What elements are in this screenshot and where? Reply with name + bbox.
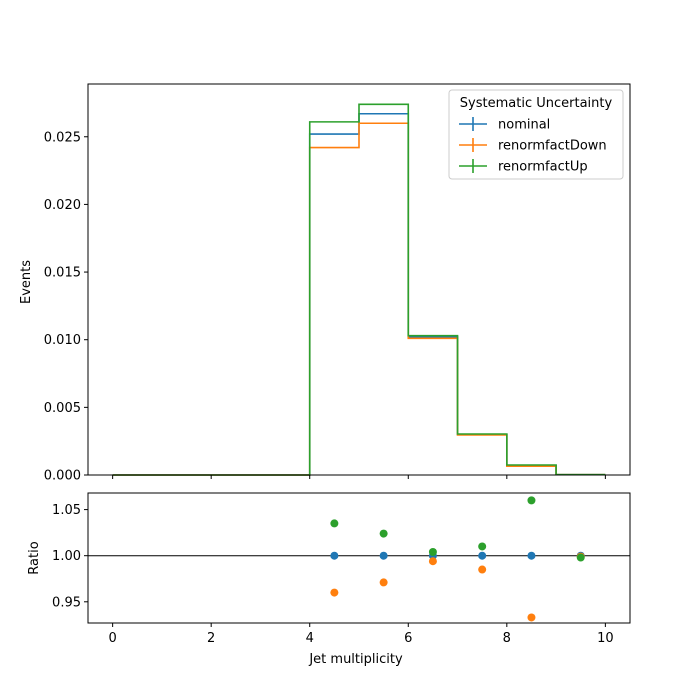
ratio-point-renormfactDown bbox=[428, 557, 437, 566]
ratio-points bbox=[330, 496, 585, 622]
x-tick-label: 0 bbox=[108, 631, 116, 646]
main-plot-frame bbox=[87, 83, 631, 476]
main-x-ticks bbox=[112, 475, 606, 479]
x-tick-label: 8 bbox=[503, 631, 511, 646]
ratio-y-tick-label: 0.95 bbox=[52, 595, 81, 610]
legend-entries: nominal renormfactDown renormfactUp bbox=[459, 117, 607, 175]
legend-title: Systematic Uncertainty bbox=[460, 96, 613, 111]
legend: Systematic Uncertainty nominal renormfact… bbox=[448, 89, 624, 180]
x-tick-label: 10 bbox=[597, 631, 614, 646]
main-y-tick-label: 0.015 bbox=[44, 266, 81, 281]
ratio-point-renormfactUp bbox=[428, 548, 437, 557]
ratio-point-renormfactDown bbox=[478, 565, 487, 574]
ratio-point-nominal bbox=[478, 551, 487, 560]
legend-label-nominal: nominal bbox=[498, 118, 550, 133]
ratio-point-nominal bbox=[330, 551, 339, 560]
main-y-tick-label: 0.000 bbox=[44, 469, 81, 484]
ratio-point-renormfactUp bbox=[330, 519, 339, 528]
ratio-point-renormfactUp bbox=[379, 529, 388, 538]
ratio-y-tick-label: 1.00 bbox=[52, 549, 81, 564]
ratio-plot-frame bbox=[87, 492, 631, 624]
ratio-y-tick-label: 1.05 bbox=[52, 503, 81, 518]
ratio-y-ticks: 0.95 1.00 1.05 bbox=[52, 503, 88, 610]
ratio-panel: 0.95 1.00 1.05 0 2 4 6 8 10 Ratio bbox=[27, 492, 631, 646]
main-y-tick-label: 0.020 bbox=[44, 198, 81, 213]
legend-box bbox=[448, 89, 624, 180]
main-y-axis-label: Events bbox=[19, 260, 34, 304]
main-y-ticks: 0.000 0.005 0.010 0.015 0.020 0.025 bbox=[44, 130, 88, 484]
ratio-point-renormfactUp bbox=[527, 496, 536, 505]
legend-label-renormfactDown: renormfactDown bbox=[498, 139, 607, 154]
ratio-x-ticks: 0 2 4 6 8 10 bbox=[108, 623, 614, 646]
x-axis-label: Jet multiplicity bbox=[308, 652, 403, 667]
ratio-point-nominal bbox=[527, 551, 536, 560]
ratio-point-renormfactUp bbox=[576, 553, 585, 562]
main-y-tick-label: 0.005 bbox=[44, 401, 81, 416]
ratio-point-renormfactDown bbox=[379, 578, 388, 587]
main-y-tick-label: 0.025 bbox=[44, 130, 81, 145]
x-tick-label: 2 bbox=[207, 631, 215, 646]
ratio-point-nominal bbox=[379, 551, 388, 560]
legend-label-renormfactUp: renormfactUp bbox=[498, 160, 588, 175]
x-tick-label: 4 bbox=[306, 631, 314, 646]
ratio-point-renormfactDown bbox=[527, 613, 536, 622]
ratio-point-renormfactDown bbox=[330, 588, 339, 597]
x-tick-label: 6 bbox=[404, 631, 412, 646]
ratio-y-axis-label: Ratio bbox=[27, 541, 42, 574]
ratio-point-renormfactUp bbox=[478, 542, 487, 551]
main-panel: 0.000 0.005 0.010 0.015 0.020 0.025 Events Sy… bbox=[19, 83, 631, 484]
main-y-tick-label: 0.010 bbox=[44, 333, 81, 348]
